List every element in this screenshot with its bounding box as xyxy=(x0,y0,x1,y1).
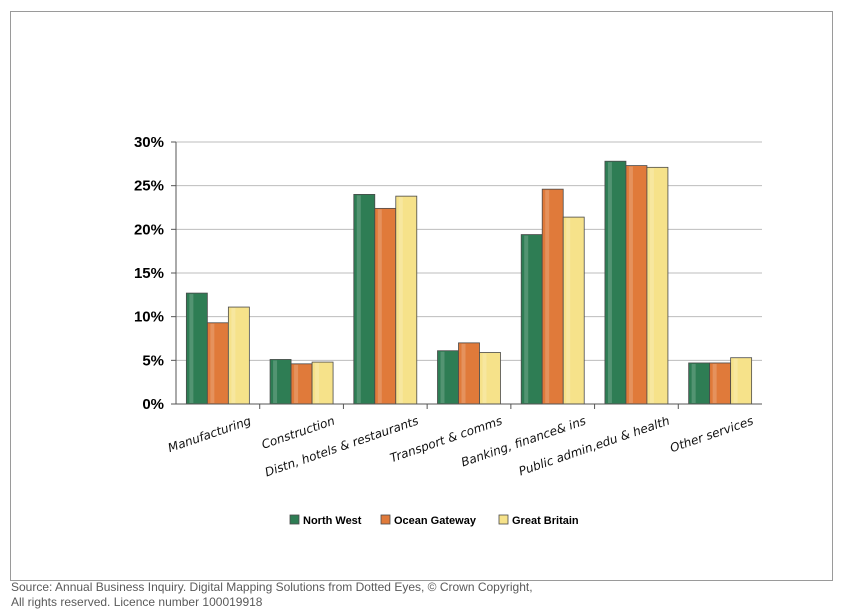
legend: North West Ocean Gateway Great Britain xyxy=(289,514,579,527)
source-line-2: All rights reserved. Licence number 1000… xyxy=(11,595,263,609)
bar-highlight xyxy=(231,308,236,403)
chart-frame xyxy=(10,11,833,581)
legend-label: Ocean Gateway xyxy=(394,515,477,527)
category-label: Other services xyxy=(668,414,755,456)
legend-swatch xyxy=(498,514,509,525)
bar-highlight xyxy=(712,363,717,403)
bar-highlight xyxy=(733,358,738,403)
bar-chart: 0%5%10%15%20%25%30%Manufacturing Construc… xyxy=(134,134,762,527)
bar-highlight xyxy=(524,235,529,403)
bar-highlight xyxy=(273,360,278,403)
bar-highlight xyxy=(356,195,361,403)
bars xyxy=(185,160,753,405)
bar-highlight xyxy=(294,364,299,403)
bar-highlight xyxy=(628,166,633,403)
source-line-1: Source: Annual Business Inquiry. Digital… xyxy=(11,580,533,594)
bar-highlight xyxy=(440,351,445,403)
bar-highlight xyxy=(315,363,320,403)
legend-swatch xyxy=(380,514,391,525)
bar-highlight xyxy=(545,190,550,403)
legend-label: North West xyxy=(303,515,362,527)
bar-highlight xyxy=(189,294,194,403)
category-label: Distn, hotels & restaurants xyxy=(263,414,420,480)
y-tick-label: 5% xyxy=(142,352,164,369)
legend-label: Great Britain xyxy=(512,515,579,527)
bar-highlight xyxy=(691,363,696,403)
bar-highlight xyxy=(649,168,654,403)
axes xyxy=(171,141,762,409)
category-label: Public admin,edu & health xyxy=(517,414,671,479)
y-tick-label: 10% xyxy=(134,309,164,326)
y-tick-label: 20% xyxy=(134,221,164,238)
bar-highlight xyxy=(210,323,215,403)
y-tick-label: 15% xyxy=(134,265,164,282)
bar-highlight xyxy=(482,353,487,403)
bar-highlight xyxy=(461,343,466,403)
source-note: Source: Annual Business Inquiry. Digital… xyxy=(11,580,831,610)
bar-highlight xyxy=(566,218,571,403)
bar-highlight xyxy=(398,197,403,403)
cropped-header-strip xyxy=(0,0,845,5)
y-tick-label: 0% xyxy=(142,396,164,413)
y-tick-label: 30% xyxy=(134,134,164,151)
y-tick-label: 25% xyxy=(134,178,164,195)
bar-highlight xyxy=(607,162,612,403)
gridlines xyxy=(176,141,762,361)
legend-swatch xyxy=(289,514,300,525)
bar-highlight xyxy=(377,209,382,403)
category-label: Manufacturing xyxy=(166,413,253,455)
